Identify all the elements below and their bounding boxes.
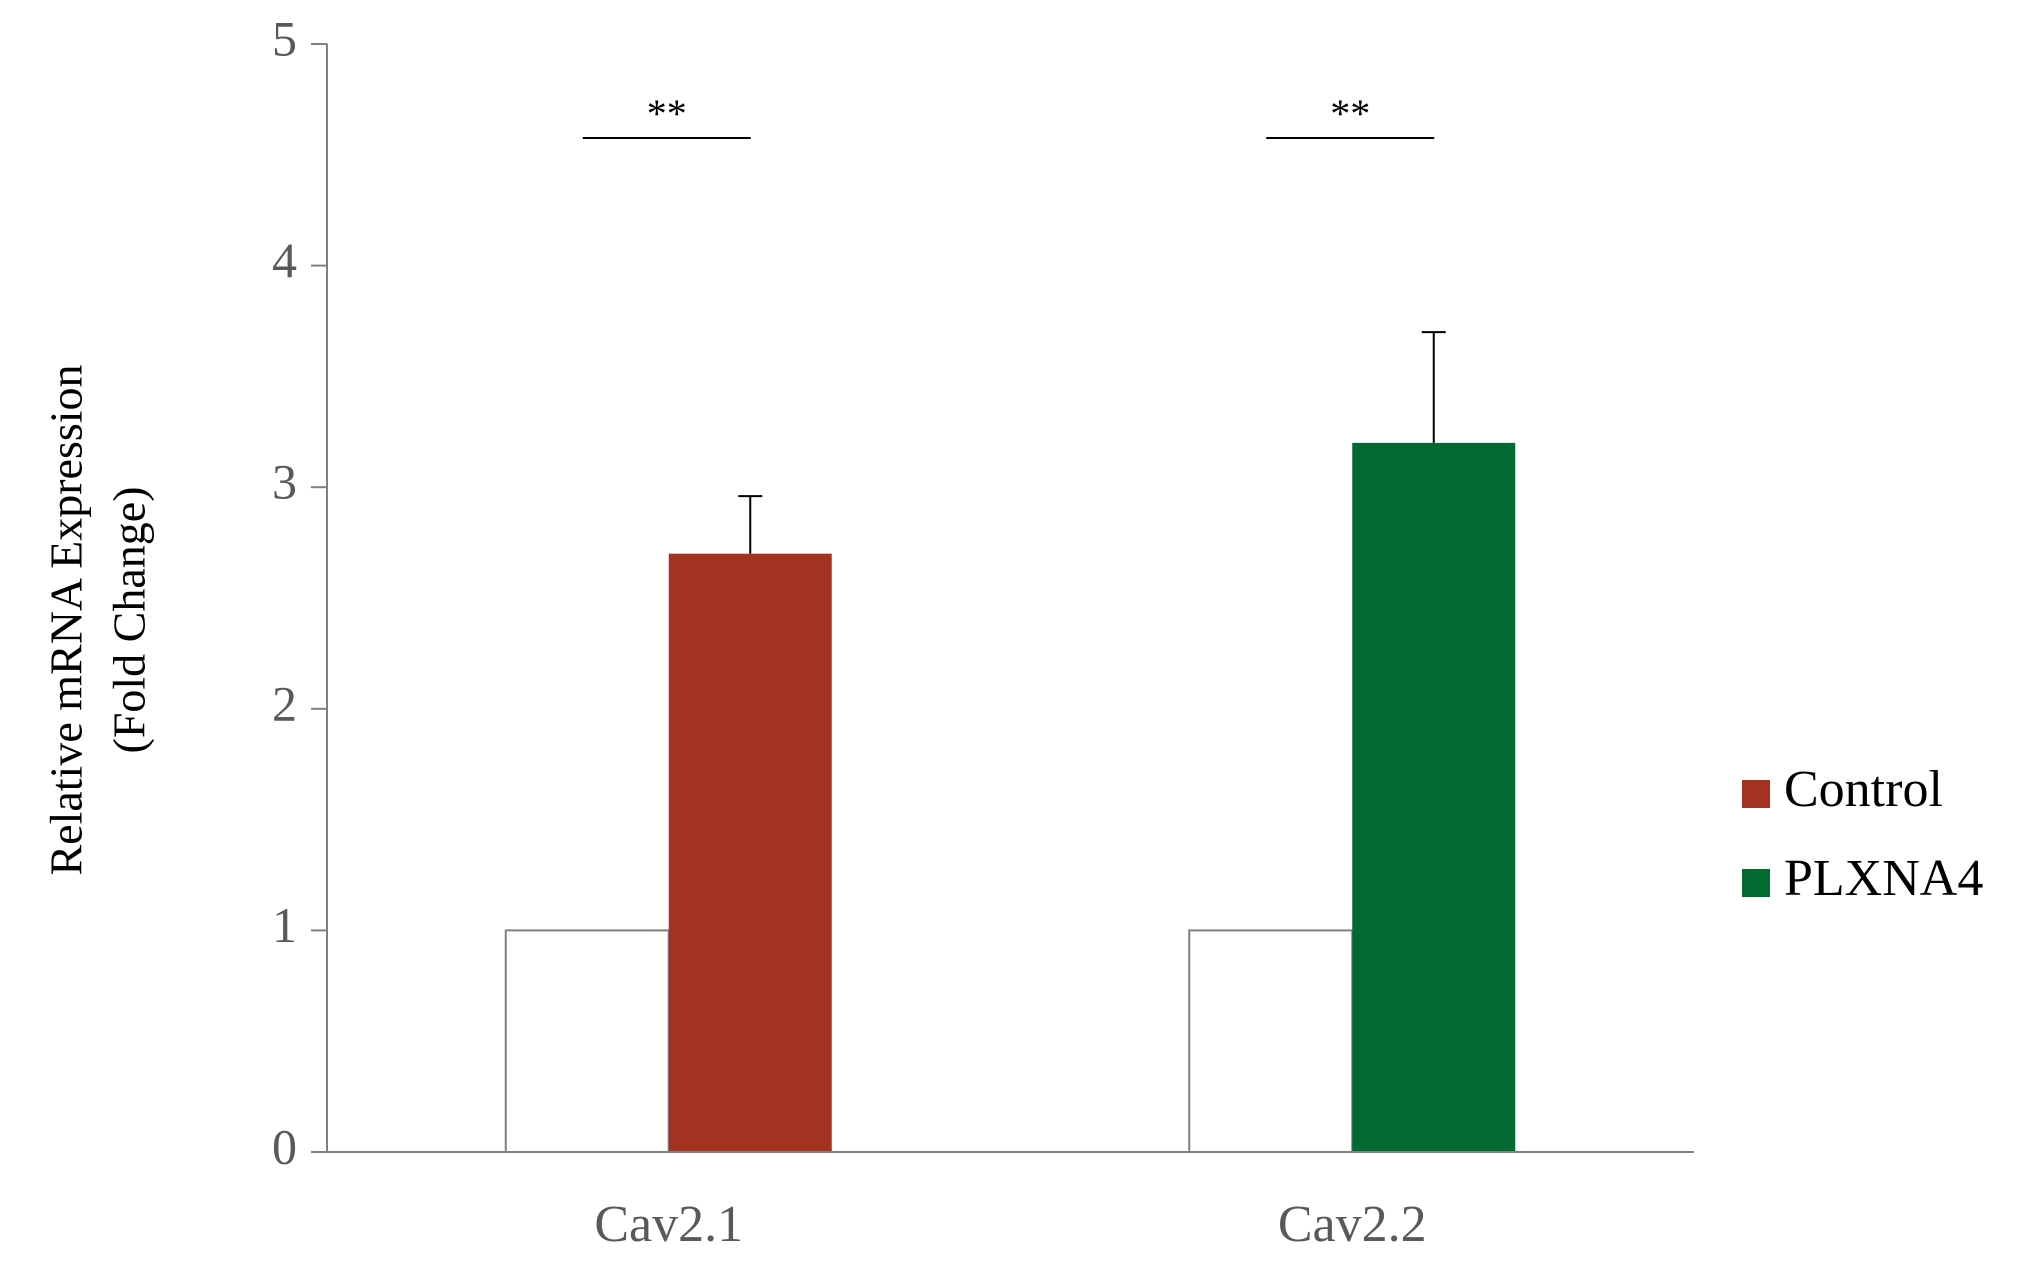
significance-label: ** bbox=[1330, 91, 1370, 136]
error-bar bbox=[1421, 331, 1446, 443]
bar bbox=[1352, 442, 1516, 1152]
x-tick-label: Cav2.1 bbox=[594, 1196, 743, 1253]
bar bbox=[668, 553, 832, 1152]
y-tick-label: 3 bbox=[272, 454, 297, 510]
y-axis-title: Relative mRNA Expression bbox=[41, 364, 92, 875]
x-tick-label: Cav2.2 bbox=[1278, 1196, 1427, 1253]
significance-label: ** bbox=[647, 91, 687, 136]
error-bar bbox=[738, 495, 763, 554]
y-tick-label: 1 bbox=[272, 897, 297, 953]
legend-swatch bbox=[1742, 780, 1770, 808]
bar bbox=[504, 929, 670, 1154]
y-axis-title: (Fold Change) bbox=[104, 486, 155, 753]
y-tick-label: 5 bbox=[272, 10, 297, 66]
legend-label: PLXNA4 bbox=[1784, 850, 1983, 907]
y-tick-label: 0 bbox=[272, 1118, 297, 1174]
y-tick-label: 2 bbox=[272, 675, 297, 731]
legend-swatch bbox=[1742, 869, 1770, 897]
legend-label: Control bbox=[1784, 761, 1943, 818]
y-tick-label: 4 bbox=[272, 232, 297, 288]
bar bbox=[1188, 929, 1354, 1154]
